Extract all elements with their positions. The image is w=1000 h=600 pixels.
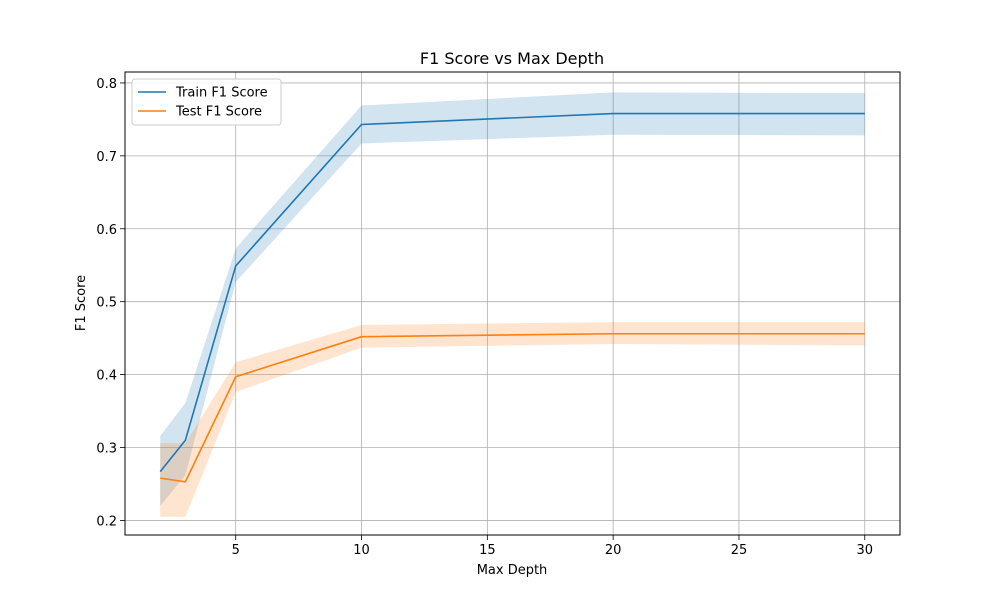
band-series-1: [160, 322, 865, 517]
band-series-0: [160, 92, 865, 506]
legend-label-1: Test F1 Score: [175, 105, 262, 120]
x-tick-label: 15: [479, 543, 496, 558]
axis-ticks: 5 10 15 20 25 30 0.2 0.3 0.4 0.5 0.6 0.7 0.8: [96, 77, 873, 558]
legend-box: [131, 78, 282, 126]
y-tick-label: 0.3: [96, 442, 117, 457]
x-tick-label: 25: [731, 543, 748, 558]
y-tick-label: 0.7: [96, 150, 117, 165]
x-axis-title: Max Depth: [477, 563, 548, 578]
y-tick-label: 0.6: [96, 223, 117, 238]
line-series-0: [159, 112, 865, 473]
x-tick-label: 10: [353, 543, 370, 558]
y-tick-label: 0.8: [96, 77, 117, 92]
legend-label-0: Train F1 Score: [175, 86, 268, 101]
y-tick-label: 0.5: [96, 296, 117, 311]
grid: [125, 72, 900, 535]
x-tick-label: 30: [856, 543, 873, 558]
series-lines: [159, 112, 865, 483]
line-series-1: [160, 332, 865, 483]
chart-title: F1 Score vs Max Depth: [420, 49, 604, 68]
plot-frame: [124, 71, 901, 536]
x-tick-label: 5: [232, 543, 240, 558]
legend: Train F1 Score Test F1 Score: [131, 78, 282, 126]
confidence-bands: [160, 92, 865, 517]
y-tick-label: 0.2: [96, 514, 117, 529]
y-tick-label: 0.4: [96, 369, 117, 384]
x-tick-label: 20: [605, 543, 622, 558]
y-axis-title: F1 Score: [74, 275, 89, 331]
